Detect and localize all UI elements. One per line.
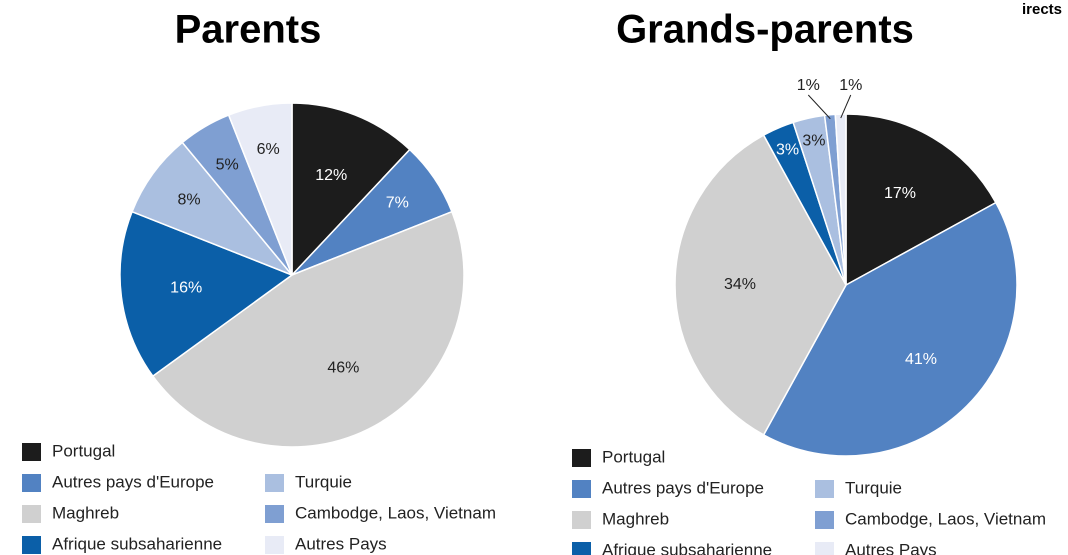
pie-slice <box>762 201 1018 457</box>
legend-label: Afrique subsaharienne <box>602 540 772 555</box>
slice-label: 7% <box>386 195 409 212</box>
legend-swatch <box>572 511 591 529</box>
legend-swatch <box>572 480 591 498</box>
legend-label: Maghreb <box>52 503 119 522</box>
legend-label: Maghreb <box>602 509 669 528</box>
legend-label: Autres Pays <box>845 540 937 555</box>
pie-slice <box>119 210 294 378</box>
label-arrow <box>840 94 852 119</box>
legend-label: Turquie <box>845 478 902 497</box>
pie-slice <box>227 102 293 276</box>
slice-label: 1% <box>797 77 820 94</box>
pie-slice <box>834 113 847 286</box>
legend-swatch <box>265 536 284 554</box>
legend-swatch <box>815 511 834 529</box>
legend-label: Cambodge, Laos, Vietnam <box>845 509 1046 528</box>
label-arrow <box>807 94 831 120</box>
legend-label: Afrique subsaharienne <box>52 534 222 553</box>
slice-label: 3% <box>776 141 799 158</box>
legend-label: Autres pays d'Europe <box>602 478 764 497</box>
legend-swatch <box>572 542 591 555</box>
slice-label: 12% <box>315 167 347 184</box>
slice-label: 17% <box>884 185 916 202</box>
legend-swatch <box>572 449 591 467</box>
slice-label: 34% <box>724 276 756 293</box>
legend-swatch <box>815 480 834 498</box>
pie-slice <box>674 134 847 436</box>
legend-label: Cambodge, Laos, Vietnam <box>295 503 496 522</box>
legend-swatch <box>22 474 41 492</box>
pie-slice <box>291 102 411 277</box>
chart-title: Parents <box>175 8 322 52</box>
legend-swatch <box>815 542 834 555</box>
legend-swatch <box>265 505 284 523</box>
corner-text: irects <box>1022 1 1062 18</box>
slice-label: 6% <box>257 141 280 158</box>
legend-label: Autres pays d'Europe <box>52 472 214 491</box>
legend-label: Autres Pays <box>295 534 387 553</box>
slice-label: 5% <box>216 157 239 174</box>
legend-label: Portugal <box>52 441 115 460</box>
pie-slice <box>151 210 465 448</box>
legend-swatch <box>265 474 284 492</box>
legend-swatch <box>22 536 41 554</box>
slice-label: 1% <box>839 77 862 94</box>
legend-swatch <box>22 505 41 523</box>
slice-label: 46% <box>327 360 359 377</box>
slice-label: 8% <box>177 191 200 208</box>
legend-label: Portugal <box>602 447 665 466</box>
slice-label: 41% <box>905 351 937 368</box>
legend-label: Turquie <box>295 472 352 491</box>
pie-slice <box>845 113 997 287</box>
chart-title: Grands-parents <box>616 8 914 52</box>
slice-label: 3% <box>802 133 825 150</box>
slice-label: 16% <box>170 280 202 297</box>
legend-swatch <box>22 443 41 461</box>
